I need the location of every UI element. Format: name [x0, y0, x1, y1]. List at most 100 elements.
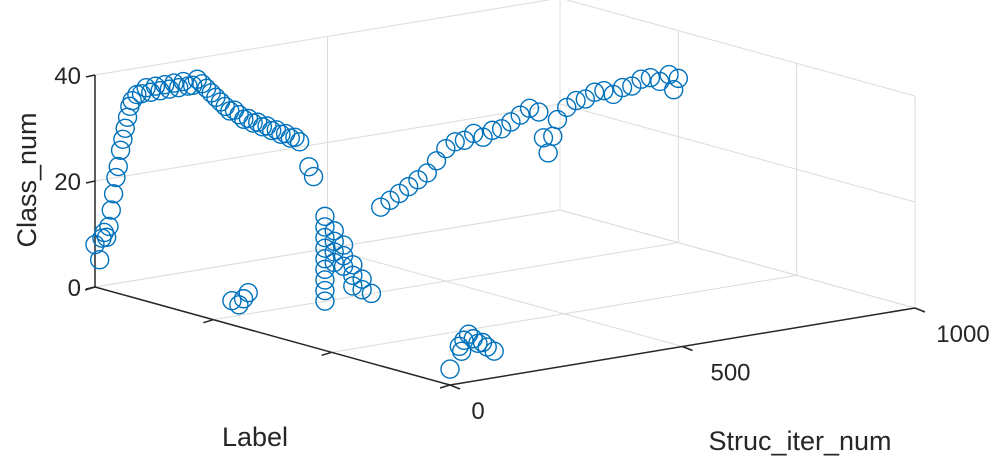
data-point — [464, 123, 484, 144]
grid-lines — [94, 0, 916, 386]
data-point — [233, 289, 254, 309]
data-point — [324, 231, 344, 252]
data-point — [106, 167, 126, 188]
data-point — [168, 77, 189, 98]
data-point — [451, 341, 472, 361]
x-tick — [682, 345, 693, 352]
z-tick — [85, 74, 96, 78]
data-point — [631, 69, 651, 89]
data-point — [299, 157, 319, 177]
grid-line — [213, 242, 679, 321]
data-point — [538, 143, 558, 163]
grid-line — [559, 209, 916, 309]
data-point — [454, 330, 474, 350]
tick-labels: 02040123405001000 — [54, 0, 989, 425]
data-point — [426, 151, 447, 171]
data-point — [547, 109, 568, 130]
y-tick — [84, 286, 96, 291]
y-axis-label: Label — [222, 422, 288, 452]
data-point — [173, 71, 194, 92]
data-point — [440, 359, 460, 379]
data-point — [343, 265, 363, 286]
data-point — [333, 235, 354, 255]
data-point — [89, 250, 110, 270]
data-point — [164, 73, 184, 93]
data-point — [85, 234, 105, 255]
data-point — [117, 107, 138, 128]
data-point — [315, 270, 335, 290]
data-point — [659, 64, 679, 85]
data-point — [343, 255, 363, 275]
data-point — [108, 156, 128, 177]
y-tick-label: 4 — [60, 0, 73, 6]
x-tick-label: 500 — [710, 360, 750, 387]
grid-line — [94, 103, 561, 182]
data-point — [101, 200, 121, 220]
data-point — [182, 75, 203, 96]
data-point — [115, 118, 135, 138]
data-point — [668, 68, 689, 89]
data-point — [155, 74, 175, 95]
grid-line — [559, 103, 916, 203]
z-axis-label: Class_num — [12, 112, 42, 247]
data-point — [566, 90, 586, 111]
data-point — [238, 282, 258, 303]
data-point — [229, 295, 249, 315]
y-tick-label: 2 — [297, 0, 310, 6]
data-point — [640, 67, 661, 88]
data-point — [519, 98, 540, 119]
x-tick-label: 1000 — [936, 321, 989, 348]
data-point — [529, 102, 549, 122]
z-tick-label: 40 — [54, 63, 81, 90]
data-point — [445, 132, 465, 152]
data-point — [361, 283, 382, 304]
x-axis-label: Struc_iter_num — [708, 426, 891, 456]
data-point — [303, 166, 324, 187]
x-tick — [914, 307, 926, 313]
y-tick — [203, 318, 214, 324]
data-point — [482, 120, 503, 141]
data-point — [99, 216, 119, 237]
data-point — [315, 291, 335, 311]
data-point — [315, 217, 335, 237]
data-point — [352, 269, 372, 289]
data-point — [113, 129, 133, 149]
y-tick-label: 1 — [415, 0, 428, 6]
data-point — [533, 128, 554, 148]
data-point — [103, 184, 124, 204]
z-tick-label: 20 — [54, 169, 81, 196]
data-point — [94, 222, 115, 243]
data-points — [85, 64, 689, 379]
data-point — [289, 132, 310, 152]
data-point — [663, 80, 684, 100]
data-point — [110, 140, 131, 160]
grid-line — [94, 0, 551, 76]
z-tick — [85, 180, 96, 184]
data-point — [285, 127, 305, 147]
data-point — [324, 221, 344, 241]
x-tick-label: 0 — [471, 398, 484, 425]
data-point — [315, 206, 335, 227]
data-point — [352, 280, 372, 300]
x-tick — [449, 384, 461, 390]
grid-line — [327, 248, 683, 347]
data-point — [612, 77, 633, 98]
data-point — [417, 163, 437, 183]
data-point — [136, 78, 156, 98]
data-point — [484, 341, 504, 361]
y-axis-line — [94, 286, 451, 386]
data-point — [145, 76, 166, 96]
y-tick — [321, 351, 332, 357]
data-point — [96, 227, 117, 248]
axes — [84, 74, 926, 390]
z-tick-label: 0 — [68, 275, 81, 302]
data-point — [222, 290, 242, 311]
y-tick — [439, 384, 451, 389]
data-point — [594, 80, 614, 101]
data-point — [584, 82, 605, 102]
grid-line — [331, 274, 797, 353]
grid-line — [94, 209, 561, 288]
grid-line — [565, 0, 916, 97]
data-point — [315, 280, 335, 301]
